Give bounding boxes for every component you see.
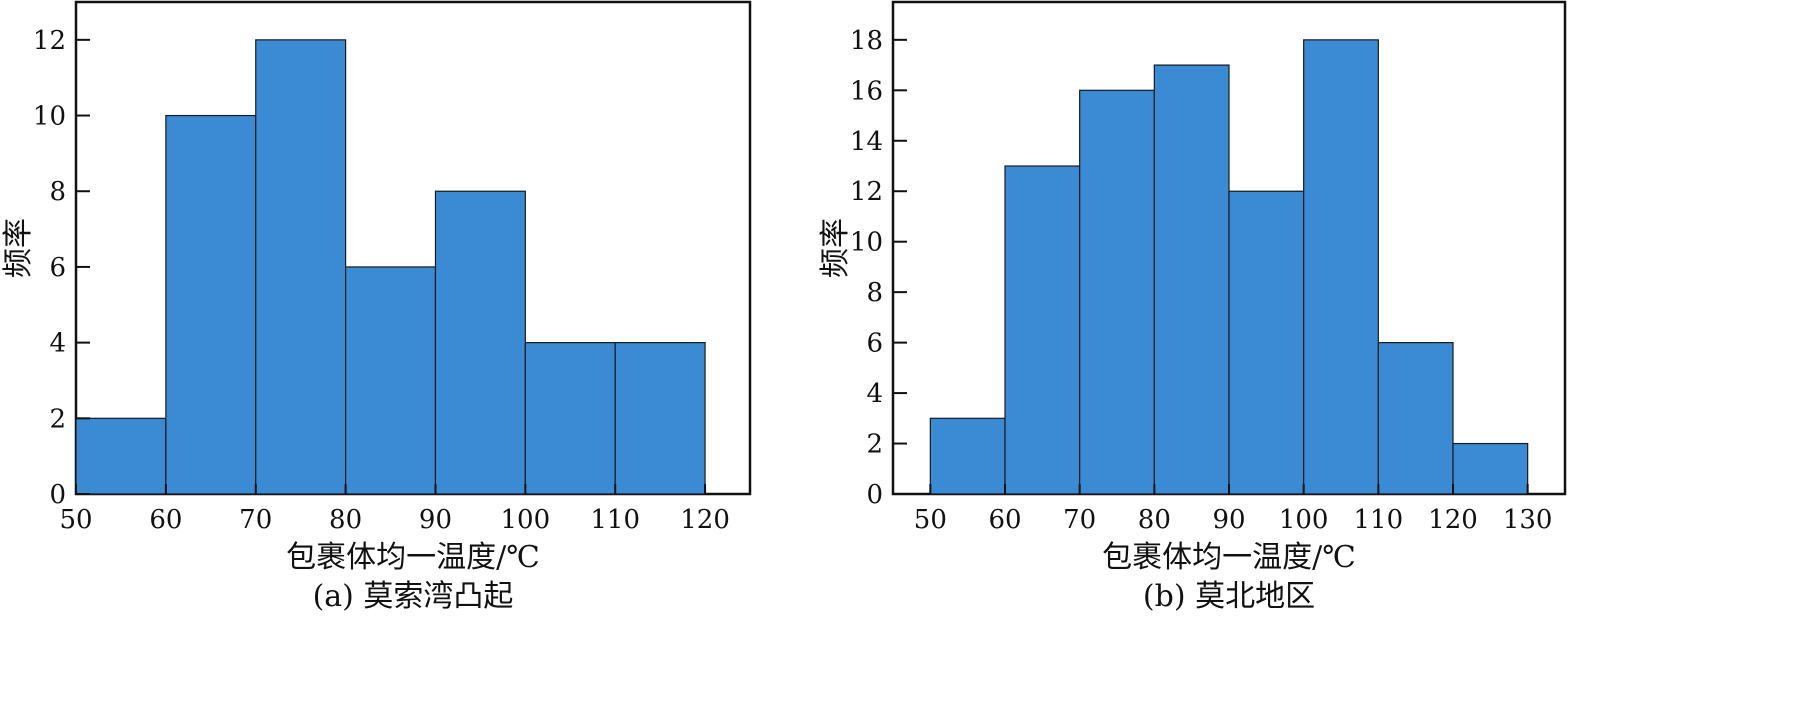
caption-a: (a) 莫索湾凸起 [313, 579, 514, 614]
x-tick-label-a-100: 100 [501, 505, 551, 535]
y-tick-label-b-16: 16 [850, 76, 883, 106]
bar-b-80-90 [1153, 64, 1230, 495]
y-tick-label-a-2: 2 [49, 404, 66, 434]
y-tick-label-b-14: 14 [850, 127, 883, 157]
y-tick-label-b-6: 6 [866, 329, 883, 359]
x-ticks-a: 50 60 70 80 90 100 110 120 [59, 484, 730, 535]
bar-b-100-110 [1303, 39, 1379, 495]
x-tick-label-b-60: 60 [988, 505, 1021, 535]
x-tick-label-a-70: 70 [239, 505, 272, 535]
bar-a-100-110 [524, 342, 616, 495]
bar-a-90-100 [434, 190, 526, 495]
bar-a-110-120 [614, 342, 706, 495]
bars-b [929, 39, 1529, 495]
y-ticks-a: 0 2 4 6 8 10 12 [33, 26, 90, 510]
x-axis-label-a: 包裹体均一温度/℃ [286, 540, 540, 575]
y-tick-label-b-0: 0 [866, 480, 883, 510]
x-ticks-b: 50 60 70 80 90 100 110 120 130 [914, 484, 1553, 535]
caption-b: (b) 莫北地区 [1143, 579, 1315, 614]
y-axis-label-a: 频率 [1, 218, 36, 278]
y-tick-label-a-8: 8 [49, 177, 66, 207]
bar-a-80-90 [345, 266, 437, 495]
x-tick-label-b-110: 110 [1354, 505, 1404, 535]
bar-b-50-60 [929, 417, 1006, 495]
bar-b-120-130 [1452, 442, 1529, 495]
x-tick-label-a-80: 80 [329, 505, 362, 535]
histogram-panel-a: 0 2 4 6 8 10 12 50 60 70 80 90 100 110 120 频率 包裹体均一温度… [1, 0, 752, 614]
x-tick-label-a-60: 60 [149, 505, 182, 535]
y-axis-label-b: 频率 [818, 218, 853, 278]
y-tick-label-b-4: 4 [866, 379, 883, 409]
y-tick-label-b-18: 18 [850, 26, 883, 56]
y-tick-label-b-2: 2 [866, 430, 883, 460]
y-tick-label-a-12: 12 [33, 26, 66, 56]
bar-b-110-120 [1377, 342, 1454, 495]
bar-b-60-70 [1004, 165, 1081, 495]
x-tick-label-a-50: 50 [59, 505, 92, 535]
y-tick-label-a-0: 0 [49, 480, 66, 510]
x-tick-label-b-70: 70 [1063, 505, 1096, 535]
y-tick-label-b-8: 8 [866, 278, 883, 308]
y-ticks-b: 0 2 4 6 8 10 12 14 16 18 [850, 26, 907, 510]
x-tick-label-a-120: 120 [680, 505, 730, 535]
y-tick-label-b-10: 10 [850, 228, 883, 258]
x-tick-label-b-80: 80 [1138, 505, 1171, 535]
bars-a [75, 39, 706, 495]
histogram-panel-b: 0 2 4 6 8 10 12 14 16 18 50 60 70 80 90 100 110 120 130 频… [818, 0, 1567, 614]
x-axis-label-b: 包裹体均一温度/℃ [1102, 540, 1356, 575]
x-tick-label-b-130: 130 [1503, 505, 1553, 535]
x-tick-label-a-90: 90 [419, 505, 452, 535]
y-tick-label-a-10: 10 [33, 102, 66, 132]
bar-a-50-60 [75, 417, 167, 495]
y-tick-label-a-4: 4 [49, 329, 66, 359]
bar-b-90-100 [1228, 190, 1305, 495]
x-tick-label-a-110: 110 [590, 505, 640, 535]
x-tick-label-b-90: 90 [1212, 505, 1245, 535]
y-tick-label-a-6: 6 [49, 253, 66, 283]
x-tick-label-b-100: 100 [1279, 505, 1329, 535]
x-tick-label-b-120: 120 [1428, 505, 1478, 535]
x-tick-label-b-50: 50 [914, 505, 947, 535]
bar-a-60-70 [165, 114, 257, 495]
y-tick-label-b-12: 12 [850, 177, 883, 207]
bar-b-70-80 [1079, 89, 1155, 495]
bar-a-70-80 [255, 39, 347, 495]
